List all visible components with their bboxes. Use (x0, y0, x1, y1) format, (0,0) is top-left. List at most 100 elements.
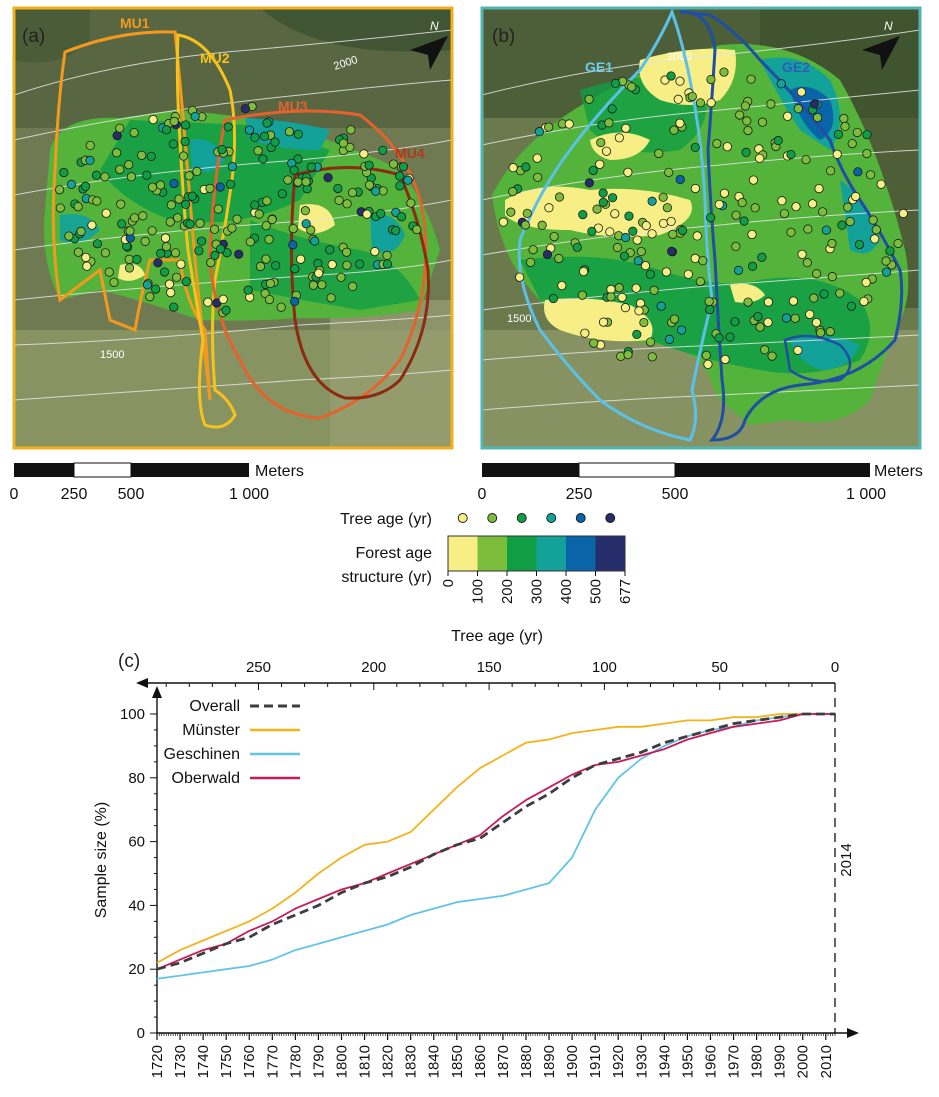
tree-point (264, 295, 275, 305)
tree-point (654, 148, 664, 159)
tree-point (92, 196, 102, 206)
tree-point (301, 219, 311, 229)
tree-point (620, 303, 631, 313)
tree-point (528, 245, 538, 255)
tree-point (852, 127, 862, 138)
tree-point (100, 172, 110, 182)
tree-point (898, 208, 908, 218)
tree-point (623, 350, 633, 360)
tree-point (323, 173, 333, 183)
tree-point (704, 296, 714, 307)
tree-point (116, 199, 126, 209)
tree-point (338, 138, 349, 148)
tree-point (288, 224, 298, 234)
tree-point (645, 337, 656, 347)
tree-point (703, 359, 713, 369)
tree-point (739, 216, 749, 226)
tree-point (868, 215, 878, 225)
unit-label-mu3: MU3 (278, 98, 308, 114)
tree-point (719, 67, 729, 77)
tree-point (254, 209, 264, 219)
tree-point (388, 159, 399, 169)
tree-point (100, 248, 111, 258)
series-line-mnster (156, 713, 835, 964)
x-tick-label: 1780 (287, 1045, 304, 1078)
tree-point (776, 79, 786, 89)
tree-point (802, 258, 812, 268)
tree-point (687, 91, 697, 102)
tree-point (342, 260, 352, 270)
y-axis-arrow-icon (152, 686, 162, 698)
tree-point (675, 174, 685, 185)
tree-point (604, 118, 614, 128)
tree-point (132, 254, 142, 264)
tree-point (243, 285, 253, 295)
tree-point (258, 154, 268, 164)
tree-point (812, 112, 823, 123)
tree-point (346, 125, 356, 135)
legend-swatch (448, 536, 478, 571)
tree-point (592, 204, 602, 214)
tree-point (364, 180, 375, 190)
tree-point (614, 133, 624, 143)
tree-point (690, 183, 700, 194)
tree-point (259, 131, 270, 141)
tree-point (250, 200, 260, 210)
tree-point (370, 247, 380, 257)
tree-point (145, 292, 155, 302)
tree-point (164, 279, 175, 289)
x-tick-label: 1860 (472, 1045, 489, 1078)
tree-point (735, 110, 745, 120)
tree-point (706, 98, 716, 108)
tree-point (190, 111, 200, 122)
tree-point (624, 211, 634, 221)
tree-point (881, 267, 892, 277)
tree-point (668, 229, 678, 239)
tree-point (232, 214, 242, 224)
tree-point (636, 246, 646, 257)
legend-swatch (507, 536, 537, 571)
tree-point (203, 297, 213, 307)
tree-point (666, 216, 676, 227)
tree-point (747, 261, 758, 271)
tree-point (690, 253, 700, 264)
chart-panel-c: (c) Tree age (yr) Sample size (%) 1720 17… (93, 628, 859, 1078)
tree-point (195, 218, 205, 228)
scale-tick-b-1000: 1 000 (846, 486, 886, 503)
legend-dot (457, 513, 468, 523)
map-frame-b (480, 6, 922, 450)
tree-point (719, 188, 730, 198)
tree-point (147, 182, 158, 192)
tree-point (811, 317, 822, 328)
x-tick-label: 1760 (241, 1045, 258, 1078)
tree-point (843, 202, 853, 212)
contour-label-a-1500: 1500 (100, 349, 124, 361)
legend-bin-tick: 500 (588, 579, 605, 604)
tree-point (412, 224, 422, 235)
north-arrow-icon: N (862, 19, 900, 70)
tree-point (347, 187, 358, 198)
tree-point (832, 149, 842, 159)
tree-point (669, 125, 679, 135)
tree-point (293, 177, 303, 187)
tree-point (327, 259, 337, 270)
tree-point (234, 249, 244, 259)
x-tick-label: 1880 (518, 1045, 535, 1078)
tree-points-a (55, 101, 422, 318)
tree-point (85, 140, 95, 151)
tree-point (827, 272, 837, 282)
tree-point (362, 209, 372, 219)
tree-point (876, 179, 886, 189)
tree-point (748, 175, 759, 185)
tree-point (140, 236, 150, 246)
x-tick-label: 1830 (403, 1045, 420, 1078)
tree-point (554, 253, 564, 264)
panel-label-a: (a) (22, 26, 45, 47)
tree-point (675, 76, 685, 86)
tree-point (572, 242, 582, 252)
scale-tick-a-500: 500 (118, 486, 145, 503)
y-tick-label: 100 (120, 706, 145, 723)
tree-point (126, 172, 136, 182)
tree-point (137, 150, 147, 160)
tree-point (743, 297, 753, 307)
